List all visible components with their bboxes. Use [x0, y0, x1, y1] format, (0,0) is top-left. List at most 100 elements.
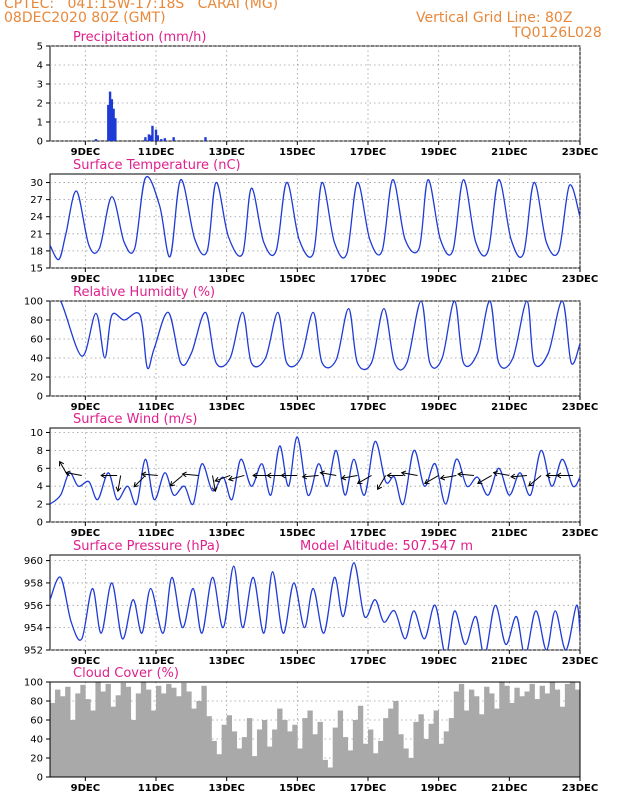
x-tick-label: 17DEC [350, 274, 386, 285]
cloud-bar [524, 691, 530, 777]
wind-arrow [440, 474, 457, 479]
y-tick-label: 954 [24, 623, 43, 634]
precip-bar [147, 134, 151, 141]
x-tick-label: 9DEC [71, 147, 100, 158]
wind-arrow-head [457, 471, 463, 478]
cloud-bar [272, 729, 278, 777]
cloud-bar [544, 693, 551, 777]
x-tick-label: 19DEC [420, 274, 456, 285]
cloud-bar [327, 767, 333, 777]
series-line [50, 175, 580, 261]
precip-bar [163, 138, 167, 141]
cloud-bar [176, 696, 182, 777]
cloud-bar [150, 710, 157, 777]
plot-frame [49, 300, 581, 397]
x-tick-label: 15DEC [279, 528, 315, 539]
cloud-bar [357, 705, 364, 777]
cloud-bar [297, 748, 303, 777]
cloud-bar [458, 683, 465, 777]
cloud-bar [55, 689, 61, 777]
cloud-bar [398, 734, 404, 777]
precip-bar [110, 99, 114, 141]
cloud-bar [388, 708, 394, 777]
x-tick-label: 17DEC [350, 528, 386, 539]
y-tick-label: 60 [30, 716, 43, 727]
x-tick-label: 13DEC [208, 274, 244, 285]
x-tick-label: 11DEC [138, 528, 174, 539]
cloud-bar [549, 682, 556, 777]
y-tick-label: 5 [37, 42, 43, 53]
wind-arrow [141, 473, 158, 476]
wind-arrow [302, 474, 319, 478]
wind-arrow [528, 475, 542, 487]
y-tick-label: 4 [37, 482, 43, 493]
y-tick-label: 3 [37, 80, 43, 91]
wind-arrow-head [528, 481, 534, 487]
cloud-bar [317, 721, 323, 777]
wind-arrow-head [423, 479, 430, 485]
x-tick-label: 13DEC [208, 783, 244, 794]
wind-arrow-head [476, 479, 483, 485]
wind-arrow-head [227, 475, 234, 482]
y-tick-label: 18 [30, 246, 43, 257]
wind-arrow [169, 475, 183, 487]
y-tick-label: 24 [30, 212, 43, 223]
cloud-bar [368, 729, 374, 777]
precip-bar [154, 129, 158, 141]
x-tick-label: 11DEC [138, 402, 174, 413]
wind-arrow [182, 473, 199, 476]
cloud-bar [468, 689, 475, 777]
cloud-bar [332, 727, 339, 777]
panel-title: Surface Pressure (hPa) [73, 539, 220, 554]
cloud-bar [156, 685, 162, 777]
cloud-bar [135, 693, 142, 777]
y-tick-label: 0 [37, 518, 43, 529]
y-tick-label: 40 [30, 354, 43, 365]
y-tick-label: 15 [30, 264, 43, 275]
cloud-bar [403, 748, 409, 777]
cloud-bar [166, 683, 172, 777]
wind-arrow-head [181, 471, 187, 478]
y-tick-label: 2 [37, 500, 43, 511]
cloud-bar [226, 715, 233, 777]
header-model-id: TQ0126L028 [512, 25, 602, 41]
cloud-bar [554, 689, 561, 777]
x-tick-label: 15DEC [279, 656, 315, 667]
wind-arrow-head [356, 479, 363, 485]
header-location: CPTEC: 041:15W-17:18S CARAI (MG) [4, 0, 279, 12]
panel-3: 0 2 4 6 8 10 9DEC 11DEC 13DEC 15DEC 17DEC 19DEC 21DE… [30, 412, 598, 539]
wind-arrow-head [65, 470, 71, 477]
wind-arrow-head [492, 470, 499, 477]
y-tick-label: 80 [30, 316, 43, 327]
cloud-bar [262, 720, 268, 777]
y-tick-label: 100 [24, 678, 43, 689]
cloud-bar [267, 746, 273, 777]
cloud-bar [534, 699, 540, 777]
y-tick-label: 10 [30, 428, 43, 439]
x-tick-label: 9DEC [71, 528, 100, 539]
plot-frame [49, 554, 581, 651]
cloud-bar [494, 708, 500, 777]
y-tick-label: 956 [24, 601, 43, 612]
x-tick-label: 21DEC [491, 274, 527, 285]
y-tick-label: 100 [24, 297, 43, 308]
precip-bar [144, 137, 147, 141]
model-altitude: Model Altitude: 507.547 m [300, 539, 473, 554]
y-tick-label: 0 [37, 392, 43, 403]
panel-0: 0 1 2 3 4 5 9DEC 11DEC 13DEC 15DEC 17DEC 19DEC 21DEC… [37, 30, 599, 158]
x-tick-label: 15DEC [279, 402, 315, 413]
x-tick-label: 15DEC [279, 274, 315, 285]
y-tick-label: 27 [30, 195, 43, 206]
x-tick-label: 9DEC [71, 783, 100, 794]
wind-arrow-head [169, 481, 175, 487]
y-tick-label: 4 [37, 61, 43, 72]
cloud-bar [418, 714, 424, 777]
wind-arrow [493, 472, 510, 476]
y-tick-label: 21 [30, 229, 43, 240]
precip-bar [151, 125, 154, 141]
cloud-bar [191, 708, 197, 777]
cloud-bar [120, 682, 127, 777]
wind-arrow-head [280, 472, 286, 479]
cloud-bar [347, 750, 354, 777]
x-tick-label: 15DEC [279, 783, 315, 794]
